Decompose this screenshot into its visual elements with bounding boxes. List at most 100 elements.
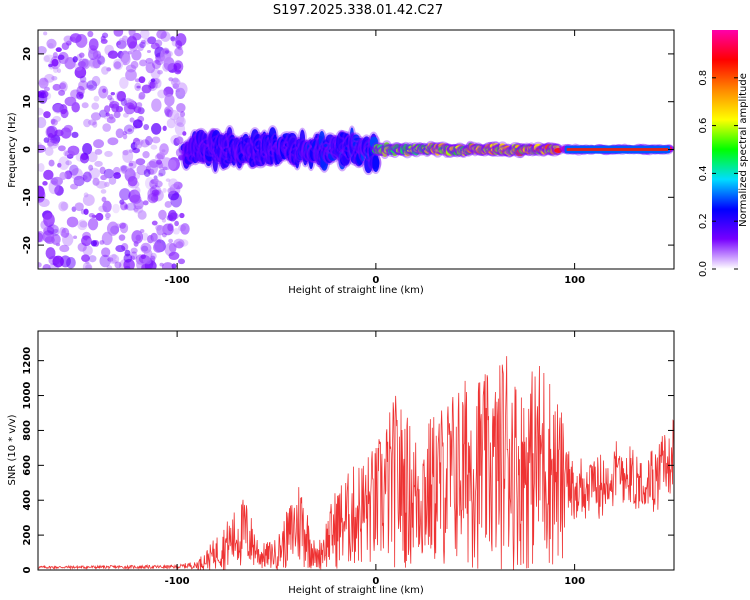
spectrogram-blob bbox=[117, 38, 127, 50]
spectrogram-y-tick-label: -10 bbox=[22, 188, 33, 206]
spectrogram-blob bbox=[150, 42, 160, 50]
spectrogram-blob bbox=[133, 198, 144, 210]
spectrogram-blob bbox=[161, 262, 174, 269]
spectrogram-blob bbox=[128, 160, 137, 169]
spectrogram-blob bbox=[372, 154, 380, 173]
spectrogram-blob bbox=[151, 220, 158, 226]
spectrogram-blob bbox=[119, 77, 129, 89]
colorbar-ticks: 0.0 0.2 0.4 0.6 0.8 bbox=[698, 70, 738, 277]
spectrogram-blob bbox=[160, 31, 171, 42]
spectrogram-blob bbox=[158, 168, 166, 177]
colorbar-swatch bbox=[712, 30, 738, 269]
spectrogram-blob bbox=[90, 112, 101, 121]
spectrogram-blob bbox=[174, 47, 184, 57]
spectrogram-blob bbox=[59, 171, 67, 181]
spectrogram-blob bbox=[128, 30, 136, 37]
spectrogram-blob bbox=[91, 75, 101, 87]
spectrogram-blob bbox=[168, 77, 174, 82]
spectrogram-blob bbox=[50, 176, 63, 186]
spectrogram-blob bbox=[130, 255, 136, 261]
colorbar-tick-label: 0.2 bbox=[698, 213, 709, 229]
spectrogram-blob bbox=[58, 201, 68, 212]
spectrogram-blob bbox=[52, 255, 64, 268]
spectrogram-blob bbox=[107, 94, 113, 101]
spectrogram-blob bbox=[180, 223, 190, 235]
spectrogram-blob bbox=[130, 247, 138, 254]
spectrogram-blob bbox=[140, 30, 150, 39]
spectrogram-blob bbox=[38, 45, 47, 55]
spectrogram-blob bbox=[147, 36, 157, 45]
snr-y-tick-label: 400 bbox=[22, 490, 33, 511]
spectrogram-blob bbox=[43, 55, 50, 63]
spectrogram-blob bbox=[136, 102, 143, 108]
spectrogram-blob bbox=[136, 85, 141, 89]
spectrogram-blob bbox=[125, 69, 137, 82]
spectrogram-blob bbox=[87, 151, 98, 163]
spectrogram-blob bbox=[44, 146, 54, 157]
spectrogram-blob bbox=[163, 106, 174, 116]
spectrogram-blob bbox=[173, 181, 183, 190]
spectrogram-blob bbox=[108, 254, 120, 264]
spectrogram-blob bbox=[80, 208, 86, 215]
colorbar-tick-label: 0.4 bbox=[698, 165, 709, 181]
snr-line bbox=[38, 356, 674, 570]
spectrogram-blob bbox=[142, 200, 149, 206]
spectrogram-blob bbox=[78, 60, 86, 68]
spectrogram-blob bbox=[38, 77, 49, 89]
spectrogram-blob bbox=[175, 40, 183, 49]
spectrogram-blob bbox=[120, 201, 128, 211]
spectrogram-blob bbox=[157, 89, 167, 99]
spectrogram-blob bbox=[127, 175, 138, 187]
spectrogram-blob bbox=[111, 253, 117, 260]
spectrogram-blob bbox=[120, 164, 128, 173]
spectrogram-blob bbox=[116, 41, 122, 46]
spectrogram-blob bbox=[99, 254, 111, 268]
spectrogram-blob bbox=[147, 79, 158, 92]
spectrogram-blob bbox=[554, 148, 563, 153]
spectrogram-blob bbox=[180, 111, 186, 118]
colorbar-tick-label: 0.8 bbox=[698, 70, 709, 86]
spectrogram-blob bbox=[83, 192, 89, 198]
spectrogram-blob bbox=[93, 139, 105, 149]
spectrogram-blob bbox=[143, 168, 151, 177]
spectrogram-blob bbox=[150, 78, 160, 85]
spectrogram-blob bbox=[140, 254, 146, 260]
spectrogram-blob bbox=[105, 212, 111, 219]
spectrogram-blob bbox=[65, 160, 72, 166]
spectrogram-blob bbox=[42, 78, 47, 83]
spectrogram-blob bbox=[58, 89, 66, 96]
spectrogram-blob bbox=[151, 98, 162, 112]
spectrogram-blob bbox=[79, 153, 90, 164]
spectrogram-blob bbox=[59, 244, 70, 253]
spectrogram-blob bbox=[58, 156, 70, 171]
spectrogram-blob bbox=[87, 84, 94, 89]
spectrogram-blob bbox=[162, 232, 167, 238]
spectrogram-blob bbox=[164, 201, 172, 208]
spectrogram-blob bbox=[128, 162, 134, 167]
spectrogram-blob bbox=[140, 139, 150, 148]
spectrogram-blob bbox=[151, 233, 162, 246]
spectrogram-blob bbox=[76, 53, 83, 61]
spectrogram-blob bbox=[70, 167, 83, 181]
spectrogram-blob bbox=[176, 82, 188, 96]
spectrogram-blob bbox=[124, 265, 131, 269]
spectrogram-blob bbox=[100, 174, 108, 181]
spectrogram-blob bbox=[145, 135, 153, 146]
spectrogram-blob bbox=[87, 30, 94, 38]
spectrogram-blob bbox=[106, 265, 113, 269]
spectrogram-blob bbox=[60, 232, 66, 238]
spectrogram-blob bbox=[44, 236, 55, 244]
spectrogram-blob bbox=[48, 159, 55, 167]
spectrogram-blob bbox=[139, 59, 148, 67]
spectrogram-blob bbox=[150, 144, 158, 150]
spectrogram-blob bbox=[82, 171, 92, 183]
spectrogram-blob bbox=[46, 224, 59, 235]
spectrogram-y-tick-label: -20 bbox=[22, 236, 33, 254]
spectrogram-blob bbox=[87, 217, 99, 231]
spectrogram-blob bbox=[74, 202, 84, 212]
spectrogram-blob bbox=[113, 111, 121, 119]
spectrogram-blob bbox=[61, 42, 70, 50]
spectrogram-blob bbox=[112, 58, 124, 71]
spectrogram-blob bbox=[142, 151, 150, 159]
